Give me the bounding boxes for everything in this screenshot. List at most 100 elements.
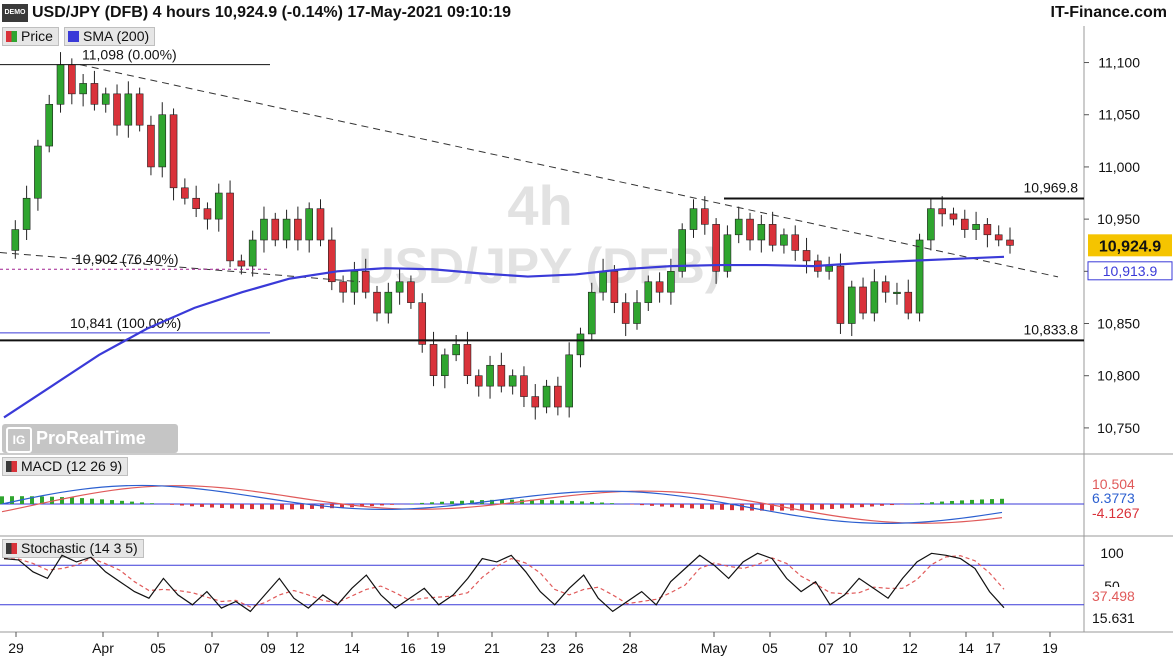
macd-histogram-bar bbox=[660, 504, 664, 507]
candle-body bbox=[599, 271, 607, 293]
stoch-d-line bbox=[3, 555, 1005, 608]
macd-histogram-bar bbox=[80, 498, 84, 504]
candle-body bbox=[463, 344, 472, 377]
candle-body bbox=[135, 93, 144, 126]
price-legend[interactable]: Price bbox=[2, 27, 59, 46]
macd-histogram-bar bbox=[880, 504, 884, 506]
stoch-legend[interactable]: Stochastic (14 3 5) bbox=[2, 539, 144, 558]
candle-body bbox=[316, 208, 325, 241]
price-swatch-icon bbox=[6, 31, 17, 42]
macd-histogram-bar bbox=[290, 504, 294, 510]
macd-histogram-bar bbox=[10, 496, 14, 504]
candle-body bbox=[339, 281, 347, 293]
candle-body bbox=[825, 265, 833, 272]
candle-body bbox=[542, 385, 551, 408]
x-tick-label: 14 bbox=[344, 640, 360, 656]
candle-body bbox=[757, 224, 766, 241]
stoch-value-label: 15.631 bbox=[1092, 610, 1135, 626]
candle-body bbox=[237, 260, 246, 267]
candle-body bbox=[780, 234, 788, 246]
macd-histogram-bar bbox=[720, 504, 724, 510]
candle-body bbox=[158, 114, 167, 168]
candle-body bbox=[633, 302, 641, 324]
x-tick-label: 05 bbox=[150, 640, 166, 656]
x-tick-label: 12 bbox=[902, 640, 918, 656]
x-tick-label: 19 bbox=[430, 640, 446, 656]
candle-body bbox=[169, 114, 178, 189]
title-bar: DEMO USD/JPY (DFB) 4 hours 10,924.9 (-0.… bbox=[0, 0, 1173, 26]
candle-body bbox=[327, 239, 336, 283]
macd-histogram-bar bbox=[470, 500, 474, 504]
candle-body bbox=[859, 286, 867, 314]
y-tick-label: 10,950 bbox=[1097, 211, 1140, 227]
macd-histogram-bar bbox=[760, 504, 764, 511]
demo-icon[interactable]: DEMO bbox=[2, 4, 28, 22]
macd-histogram-bar bbox=[920, 502, 924, 504]
stoch-legend-label: Stochastic (14 3 5) bbox=[21, 540, 138, 556]
macd-histogram-bar bbox=[0, 496, 4, 504]
macd-histogram-bar bbox=[860, 504, 864, 508]
candle-body bbox=[248, 239, 257, 267]
candle-body bbox=[960, 218, 969, 230]
candle-body bbox=[587, 291, 596, 335]
candle-body bbox=[565, 354, 573, 408]
macd-histogram-bar bbox=[130, 501, 134, 504]
candle-body bbox=[350, 271, 359, 293]
macd-histogram-bar bbox=[310, 504, 314, 509]
macd-histogram-bar bbox=[90, 498, 94, 504]
macd-histogram-bar bbox=[550, 500, 554, 504]
macd-value-label: 10.504 bbox=[1092, 476, 1135, 492]
x-tick-label: 10 bbox=[842, 640, 858, 656]
macd-value-tag bbox=[1088, 504, 1172, 521]
macd-legend[interactable]: MACD (12 26 9) bbox=[2, 457, 129, 476]
candle-body bbox=[667, 271, 675, 293]
candle-body bbox=[407, 281, 415, 303]
candle-body bbox=[395, 281, 404, 293]
candle-body bbox=[678, 229, 687, 272]
candle-body bbox=[34, 145, 42, 199]
x-tick-label: 12 bbox=[289, 640, 305, 656]
macd-histogram-bar bbox=[570, 500, 574, 504]
macd-value-label: 6.3773 bbox=[1092, 490, 1135, 506]
candle-body bbox=[904, 291, 913, 314]
candle-body bbox=[124, 93, 133, 126]
x-tick-label: 17 bbox=[985, 640, 1001, 656]
sma-legend[interactable]: SMA (200) bbox=[64, 27, 156, 46]
ig-logo-icon: IG bbox=[6, 427, 32, 453]
candle-body bbox=[452, 344, 460, 356]
candle-body bbox=[927, 208, 935, 241]
macd-histogram-bar bbox=[820, 504, 824, 510]
macd-histogram-bar bbox=[440, 501, 444, 504]
candle-body bbox=[429, 344, 438, 377]
macd-histogram-bar bbox=[970, 499, 974, 504]
support-level-label: 10,833.8 bbox=[1024, 321, 1079, 337]
sma-200-line bbox=[3, 255, 1005, 419]
resistance-level-label: 10,969.8 bbox=[1024, 179, 1079, 195]
macd-histogram-bar bbox=[120, 500, 124, 504]
candle-body bbox=[531, 396, 540, 408]
candle-body bbox=[226, 192, 234, 262]
candle-body bbox=[893, 291, 901, 294]
candle-body bbox=[305, 208, 313, 241]
candle-body bbox=[79, 83, 87, 95]
macd-histogram-bar bbox=[330, 504, 334, 509]
macd-histogram-bar bbox=[640, 504, 644, 506]
macd-histogram-bar bbox=[460, 500, 464, 504]
macd-histogram-bar bbox=[530, 499, 534, 504]
fib-76-label: 10,902 (76.40%) bbox=[75, 251, 179, 267]
time-axis: 29 Apr 05 07 09 12 14 16 19 21 23 26 28 May 05 07 10 12 14… bbox=[8, 632, 1058, 656]
macd-value-label: -4.1267 bbox=[1092, 505, 1140, 521]
macd-histogram-bar bbox=[980, 499, 984, 504]
candle-body bbox=[192, 197, 200, 209]
macd-histogram-bar bbox=[430, 502, 434, 504]
macd-histogram-bar bbox=[580, 501, 584, 504]
candle-body bbox=[802, 250, 811, 262]
resistance-trendline bbox=[79, 64, 1059, 278]
candle-body bbox=[260, 218, 268, 241]
macd-histogram-bar bbox=[770, 504, 774, 511]
macd-histogram-bar bbox=[610, 503, 614, 504]
x-tick-label: 14 bbox=[958, 640, 974, 656]
candle-body bbox=[836, 265, 845, 324]
